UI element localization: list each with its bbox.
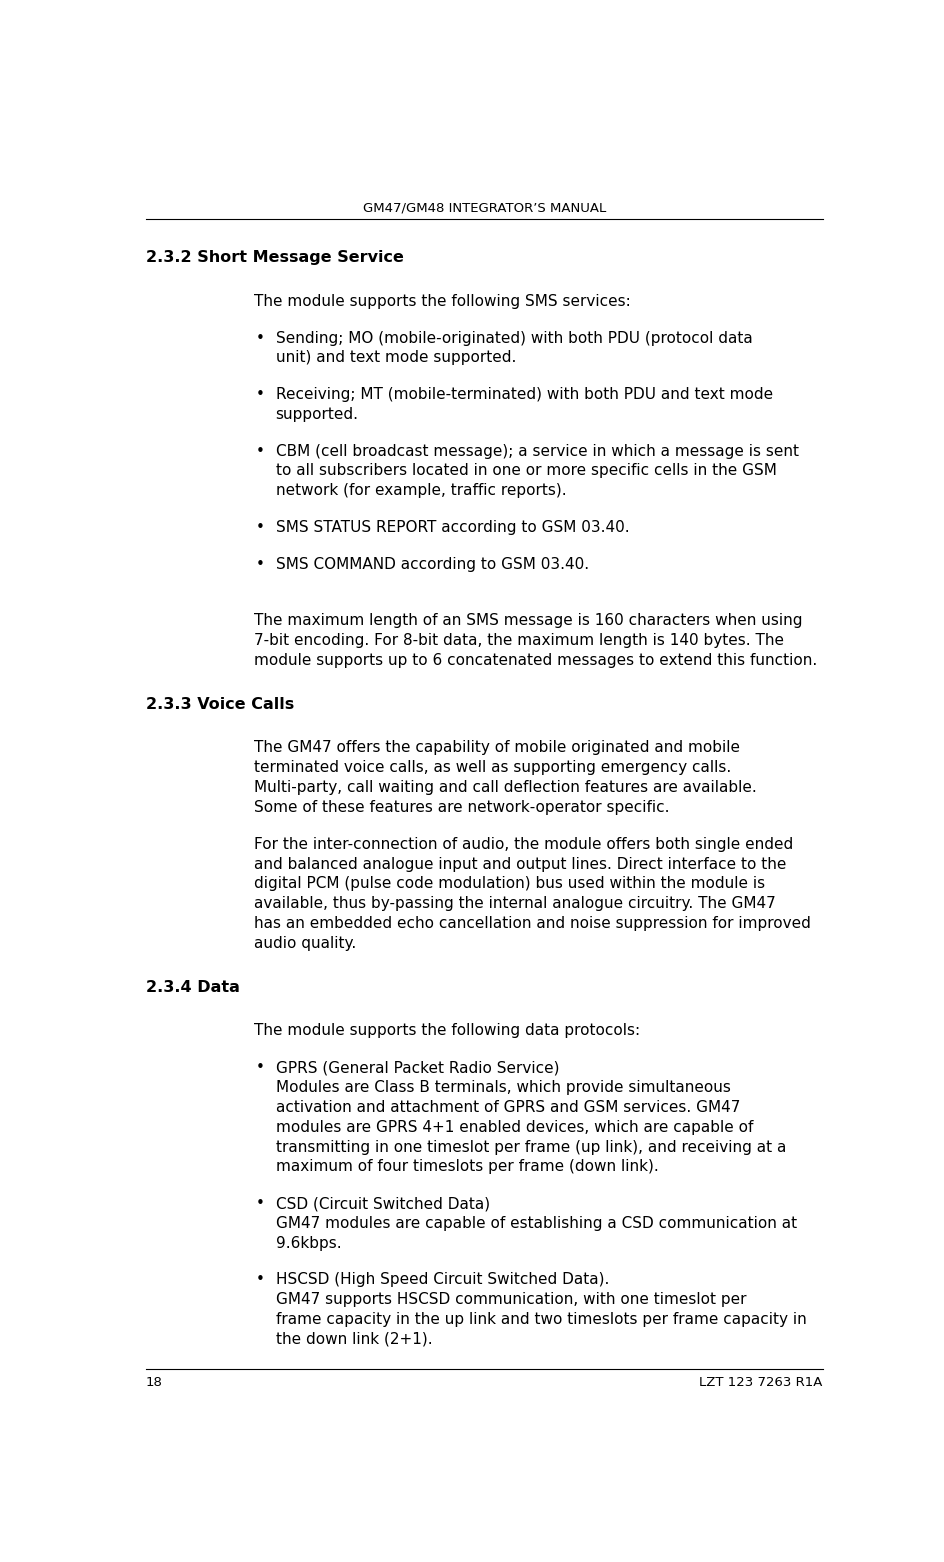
Text: •: • xyxy=(256,556,264,572)
Text: •: • xyxy=(256,1061,264,1075)
Text: GM47 supports HSCSD communication, with one timeslot per: GM47 supports HSCSD communication, with … xyxy=(276,1292,746,1307)
Text: digital PCM (pulse code modulation) bus used within the module is: digital PCM (pulse code modulation) bus … xyxy=(253,876,764,892)
Text: CSD (Circuit Switched Data): CSD (Circuit Switched Data) xyxy=(276,1196,489,1211)
Text: 18: 18 xyxy=(145,1376,162,1389)
Text: The maximum length of an SMS message is 160 characters when using: The maximum length of an SMS message is … xyxy=(253,614,801,628)
Text: modules are GPRS 4+1 enabled devices, which are capable of: modules are GPRS 4+1 enabled devices, wh… xyxy=(276,1120,752,1134)
Text: Some of these features are network-operator specific.: Some of these features are network-opera… xyxy=(253,800,668,815)
Text: 9.6kbps.: 9.6kbps. xyxy=(276,1236,341,1251)
Text: 7-bit encoding. For 8-bit data, the maximum length is 140 bytes. The: 7-bit encoding. For 8-bit data, the maxi… xyxy=(253,633,783,648)
Text: 2.3.2 Short Message Service: 2.3.2 Short Message Service xyxy=(145,250,403,266)
Text: unit) and text mode supported.: unit) and text mode supported. xyxy=(276,350,515,366)
Text: •: • xyxy=(256,331,264,345)
Text: supported.: supported. xyxy=(276,408,358,422)
Text: 2.3.4 Data: 2.3.4 Data xyxy=(145,979,240,995)
Text: GM47/GM48 INTEGRATOR’S MANUAL: GM47/GM48 INTEGRATOR’S MANUAL xyxy=(362,201,605,216)
Text: •: • xyxy=(256,1273,264,1287)
Text: •: • xyxy=(256,1196,264,1211)
Text: LZT 123 7263 R1A: LZT 123 7263 R1A xyxy=(699,1376,822,1389)
Text: Sending; MO (mobile-originated) with both PDU (protocol data: Sending; MO (mobile-originated) with bot… xyxy=(276,331,751,345)
Text: Receiving; MT (mobile-terminated) with both PDU and text mode: Receiving; MT (mobile-terminated) with b… xyxy=(276,387,772,401)
Text: module supports up to 6 concatenated messages to extend this function.: module supports up to 6 concatenated mes… xyxy=(253,653,816,669)
Text: network (for example, traffic reports).: network (for example, traffic reports). xyxy=(276,483,565,498)
Text: audio quality.: audio quality. xyxy=(253,936,356,951)
Text: For the inter-connection of audio, the module offers both single ended: For the inter-connection of audio, the m… xyxy=(253,837,792,851)
Text: CBM (cell broadcast message); a service in which a message is sent: CBM (cell broadcast message); a service … xyxy=(276,444,798,459)
Text: Modules are Class B terminals, which provide simultaneous: Modules are Class B terminals, which pro… xyxy=(276,1079,730,1095)
Text: HSCSD (High Speed Circuit Switched Data).: HSCSD (High Speed Circuit Switched Data)… xyxy=(276,1273,608,1287)
Text: The module supports the following SMS services:: The module supports the following SMS se… xyxy=(253,294,630,309)
Text: activation and attachment of GPRS and GSM services. GM47: activation and attachment of GPRS and GS… xyxy=(276,1100,739,1115)
Text: •: • xyxy=(256,444,264,459)
Text: terminated voice calls, as well as supporting emergency calls.: terminated voice calls, as well as suppo… xyxy=(253,761,730,775)
Text: to all subscribers located in one or more specific cells in the GSM: to all subscribers located in one or mor… xyxy=(276,464,776,478)
Text: 2.3.3 Voice Calls: 2.3.3 Voice Calls xyxy=(145,697,294,712)
Text: GM47 modules are capable of establishing a CSD communication at: GM47 modules are capable of establishing… xyxy=(276,1215,796,1231)
Text: The module supports the following data protocols:: The module supports the following data p… xyxy=(253,1023,639,1039)
Text: The GM47 offers the capability of mobile originated and mobile: The GM47 offers the capability of mobile… xyxy=(253,740,739,756)
Text: •: • xyxy=(256,520,264,536)
Text: GPRS (General Packet Radio Service): GPRS (General Packet Radio Service) xyxy=(276,1061,559,1075)
Text: •: • xyxy=(256,387,264,401)
Text: maximum of four timeslots per frame (down link).: maximum of four timeslots per frame (dow… xyxy=(276,1159,658,1175)
Text: transmitting in one timeslot per frame (up link), and receiving at a: transmitting in one timeslot per frame (… xyxy=(276,1140,785,1154)
Text: has an embedded echo cancellation and noise suppression for improved: has an embedded echo cancellation and no… xyxy=(253,915,810,931)
Text: SMS STATUS REPORT according to GSM 03.40.: SMS STATUS REPORT according to GSM 03.40… xyxy=(276,520,629,536)
Text: SMS COMMAND according to GSM 03.40.: SMS COMMAND according to GSM 03.40. xyxy=(276,556,588,572)
Text: available, thus by-passing the internal analogue circuitry. The GM47: available, thus by-passing the internal … xyxy=(253,897,774,911)
Text: and balanced analogue input and output lines. Direct interface to the: and balanced analogue input and output l… xyxy=(253,856,785,872)
Text: Multi-party, call waiting and call deflection features are available.: Multi-party, call waiting and call defle… xyxy=(253,779,755,795)
Text: frame capacity in the up link and two timeslots per frame capacity in: frame capacity in the up link and two ti… xyxy=(276,1312,805,1328)
Text: the down link (2+1).: the down link (2+1). xyxy=(276,1332,431,1346)
